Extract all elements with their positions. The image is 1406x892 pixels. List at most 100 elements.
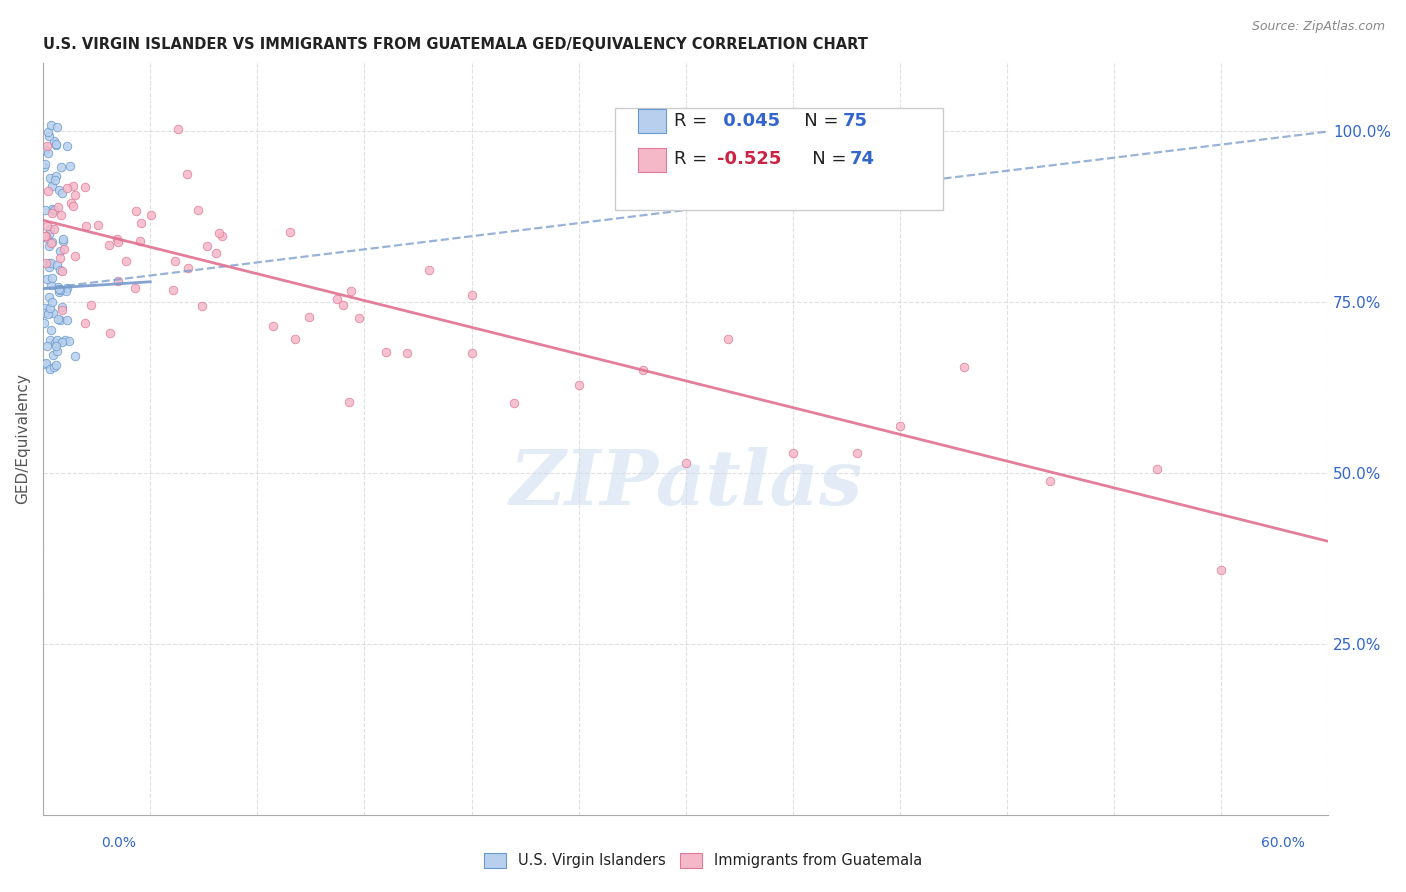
Point (211, 228, 233, 243)
Text: U.S. VIRGIN ISLANDER VS IMMIGRANTS FROM GUATEMALA GED/EQUIVALENCY CORRELATION CH: U.S. VIRGIN ISLANDER VS IMMIGRANTS FROM … (44, 37, 868, 53)
Text: R =: R = (673, 151, 713, 169)
Point (262, 318, 284, 333)
Point (115, 254, 138, 268)
Point (568, 378, 591, 392)
Point (53, 242, 76, 256)
Point (187, 203, 209, 218)
Point (374, 345, 396, 359)
Point (45, 339, 67, 353)
Point (37, 184, 59, 198)
Point (51, 303, 73, 318)
Point (337, 394, 360, 409)
Point (41, 206, 63, 220)
Point (1209, 563, 1232, 577)
Point (35, 256, 58, 270)
Text: 0.0%: 0.0% (101, 836, 136, 850)
Point (49, 208, 72, 222)
Point (56, 139, 79, 153)
Point (1039, 474, 1062, 488)
Point (782, 446, 804, 460)
Point (176, 167, 198, 181)
Point (41, 323, 63, 337)
Point (503, 396, 526, 410)
Point (37, 308, 59, 322)
Point (46, 280, 69, 294)
Point (59, 159, 82, 173)
FancyBboxPatch shape (638, 148, 666, 172)
FancyBboxPatch shape (614, 108, 942, 210)
Point (105, 232, 128, 246)
Point (347, 310, 370, 325)
Point (34, 157, 56, 171)
Point (44, 335, 66, 350)
Point (39, 235, 62, 250)
Text: R =: R = (673, 112, 713, 130)
Point (675, 456, 697, 470)
Point (56, 281, 79, 295)
Point (42, 222, 65, 236)
Point (32, 306, 55, 320)
Point (45, 169, 67, 183)
Text: 75: 75 (842, 112, 868, 130)
Point (39, 118, 62, 132)
Point (38, 301, 60, 315)
Point (139, 208, 162, 222)
Point (34, 202, 56, 217)
Point (46, 201, 69, 215)
Point (35, 271, 58, 285)
Point (49, 244, 72, 259)
Point (34, 144, 56, 158)
Point (45, 333, 67, 347)
Point (45, 258, 67, 272)
Point (49, 312, 72, 326)
Point (396, 346, 419, 360)
Point (32, 160, 55, 174)
Point (39, 278, 62, 293)
Point (73, 316, 96, 330)
Point (195, 239, 218, 253)
Point (208, 226, 231, 240)
Y-axis label: GED/Equivalency: GED/Equivalency (15, 374, 30, 504)
Point (44, 172, 66, 186)
Point (460, 288, 482, 302)
Point (37, 146, 59, 161)
Text: 0.045: 0.045 (717, 112, 780, 130)
Point (65, 349, 87, 363)
Point (100, 326, 122, 340)
Point (46, 312, 69, 326)
Point (631, 363, 654, 377)
Point (37, 339, 59, 353)
Point (35, 356, 58, 370)
Text: -0.525: -0.525 (717, 151, 780, 169)
Point (42, 203, 65, 218)
Point (37, 231, 59, 245)
Point (717, 332, 740, 346)
Point (42, 306, 65, 320)
Point (35, 139, 58, 153)
Legend: U.S. Virgin Islanders, Immigrants from Guatemala: U.S. Virgin Islanders, Immigrants from G… (478, 847, 928, 874)
Point (56, 181, 79, 195)
Point (42, 359, 65, 374)
Point (953, 359, 976, 374)
Point (51, 186, 73, 200)
Point (51, 300, 73, 314)
Point (87, 218, 110, 232)
Point (176, 261, 198, 276)
Point (39, 171, 62, 186)
Point (38, 290, 60, 304)
Point (41, 179, 63, 194)
Point (41, 270, 63, 285)
Point (41, 294, 63, 309)
Point (278, 225, 301, 239)
Point (125, 203, 148, 218)
Point (107, 274, 129, 288)
Point (49, 283, 72, 297)
Point (129, 216, 152, 230)
Point (49, 262, 72, 277)
Point (65, 249, 87, 263)
Point (332, 298, 354, 312)
Point (889, 418, 911, 433)
Point (846, 446, 869, 460)
Point (129, 234, 152, 248)
Point (44, 134, 66, 148)
